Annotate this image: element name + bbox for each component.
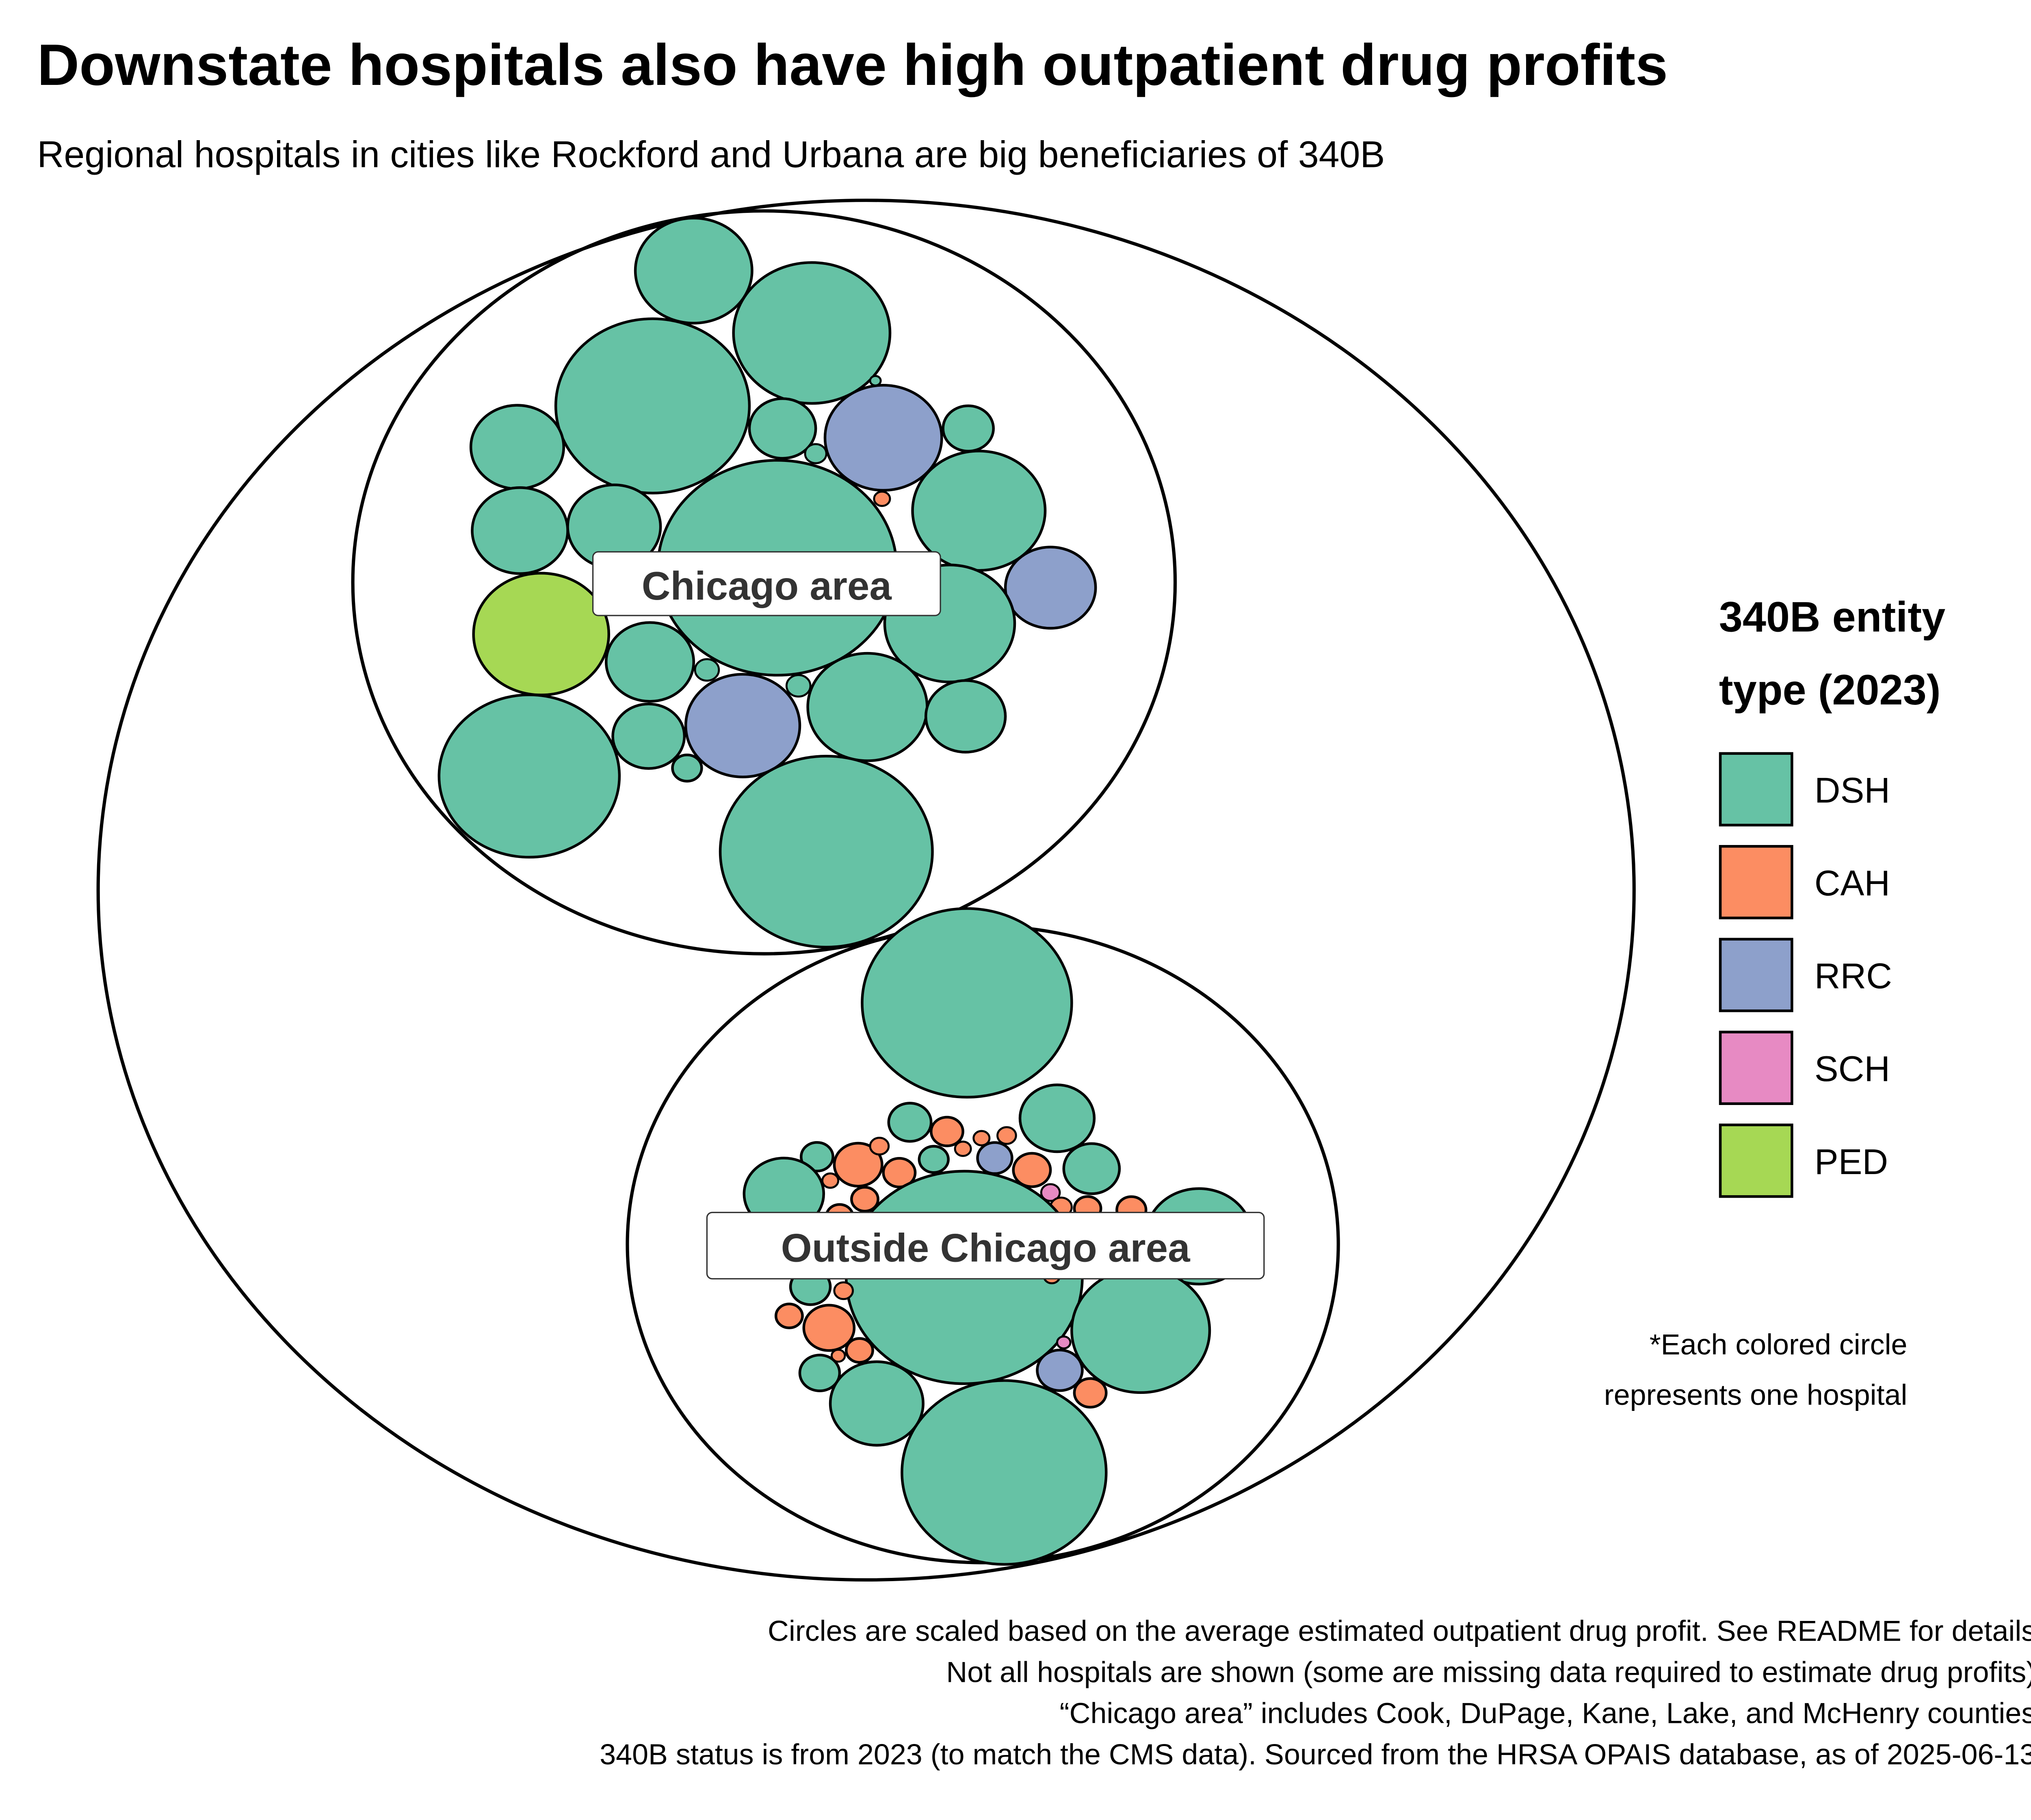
hospital-circle-cah [802,1304,856,1352]
legend-label-sch: SCH [1814,1049,1890,1089]
hospital-circle-dsh [942,404,995,453]
hospital-circle-dsh [861,907,1073,1099]
hospital-circle-dsh [829,1360,925,1447]
hospital-circle-dsh [785,674,812,698]
hospital-circle-sch [1056,1335,1072,1350]
hospital-circle-cah [972,1130,991,1146]
hospital-circle-cah [869,1137,890,1156]
legend-title-line2: type (2023) [1719,666,1941,714]
hospital-circle-dsh [1070,1267,1211,1394]
hospital-circle-rrc [1004,546,1097,630]
hospital-circle-dsh [901,1379,1108,1566]
hospital-circle-dsh [1018,1083,1096,1153]
hospital-circle-dsh [694,658,720,682]
hospital-circle-dsh [798,1354,841,1392]
hospital-circle-dsh [634,217,754,325]
hospital-circle-cah [1012,1152,1052,1188]
hospital-circle-cah [821,1172,840,1189]
hospital-circle-dsh [604,621,695,703]
legend-swatch-ped [1719,1123,1793,1198]
hospital-circle-dsh [469,404,565,490]
caption-line-4: 340B status is from 2023 (to match the C… [600,1738,2031,1771]
caption-line-1: Circles are scaled based on the average … [768,1615,2031,1647]
hospital-circle-dsh [554,317,751,494]
hospital-circle-cah [830,1349,846,1363]
hospital-circle-cah [996,1126,1017,1145]
caption-line-3: “Chicago area” includes Cook, DuPage, Ka… [1060,1697,2031,1730]
legend-swatch-cah [1719,845,1793,919]
hospital-circle-rrc [1036,1348,1084,1392]
note-line1: *Each colored circle [1650,1328,1908,1361]
hospital-circle-ped [472,572,611,696]
hospital-circle-cah [1073,1377,1108,1409]
hospital-circle-dsh [671,754,703,783]
hospital-circle-dsh [887,1102,933,1143]
hospital-circle-dsh [719,754,934,949]
hospital-circle-cah [882,1157,917,1189]
legend-label-rrc: RRC [1814,956,1892,996]
all-hospitals-ellipse [96,198,1636,1582]
hospital-circles [437,217,1254,1566]
hospital-circle-dsh [611,702,686,770]
legend-title-line1: 340B entity [1719,593,1945,641]
hospital-circle-dsh [924,679,1007,754]
hospital-circle-cah [850,1186,879,1213]
legend-label-cah: CAH [1814,863,1890,903]
hospital-circle-dsh [869,375,882,387]
hospital-circle-rrc [823,384,943,492]
hospital-circle-cah [774,1302,804,1329]
legend-swatch-sch [1719,1031,1793,1105]
hospital-circle-rrc [976,1141,1013,1175]
legend: 340B entity type (2023) DSH CAH RRC SCH PED [1719,593,1945,1198]
hospital-circle-cah [929,1116,964,1147]
chart-subtitle: Regional hospitals in cities like Rockfo… [37,134,1385,175]
hospital-circle-dsh [732,261,892,405]
hospital-circle-dsh [806,652,929,762]
legend-swatch-rrc [1719,938,1793,1012]
outside-label-text: Outside Chicago area [781,1225,1191,1270]
chart-title: Downstate hospitals also have high outpa… [37,32,1668,98]
chicago-group-ellipse [351,209,1177,956]
legend-label-dsh: DSH [1814,770,1890,810]
hospital-circle-cah [954,1140,972,1157]
hospital-circle-dsh [799,1141,834,1172]
chicago-label: Chicago area [592,551,941,616]
caption-line-2: Not all hospitals are shown (some are mi… [946,1656,2031,1688]
hospital-circle-cah [833,1281,854,1300]
hospital-circle-dsh [1062,1142,1121,1195]
hospital-circle-dsh [748,397,817,460]
legend-swatch-dsh [1719,752,1793,827]
hospital-circle-cah [873,490,891,507]
hospital-circle-sch [1040,1183,1061,1202]
outside-label: Outside Chicago area [706,1211,1265,1280]
hospital-circle-rrc [684,673,801,778]
hospital-circle-dsh [804,443,827,464]
hospital-circle-cah [845,1337,874,1364]
hospital-circle-dsh [471,486,569,575]
hospital-circle-dsh [918,1145,950,1174]
hospital-circle-cah [833,1142,883,1188]
chicago-label-text: Chicago area [642,563,892,608]
hospital-circle-dsh [437,693,621,859]
legend-label-ped: PED [1814,1142,1888,1182]
note-line2: represents one hospital [1604,1379,1908,1411]
